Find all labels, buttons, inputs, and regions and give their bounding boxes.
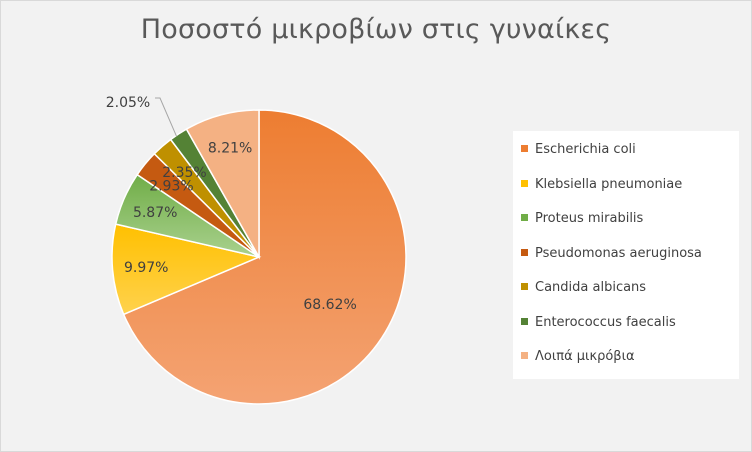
legend-item-3: Pseudomonas aeruginosa	[521, 245, 702, 263]
legend-item-4: Candida albicans	[521, 279, 646, 297]
leader-line-5	[155, 97, 177, 137]
data-label-1: 9.97%	[124, 260, 168, 276]
chart-legend: Escherichia coli Klebsiella pneumoniae Pro…	[513, 131, 739, 379]
legend-label-5: Enterococcus faecalis	[535, 314, 676, 330]
data-label-3: 2.93%	[149, 178, 193, 194]
legend-label-2: Proteus mirabilis	[535, 211, 644, 226]
data-label-0: 68.62%	[303, 297, 356, 313]
chart-title: Ποσοστό μικροβίων στις γυναίκες	[140, 14, 612, 45]
legend-item-2: Proteus mirabilis	[521, 210, 643, 228]
legend-swatch-6	[521, 352, 528, 359]
legend-item-1: Klebsiella pneumoniae	[521, 176, 682, 194]
legend-swatch-5	[521, 317, 528, 325]
pie-slice-0	[122, 109, 407, 405]
legend-item-6: Λοιπά μικρόβια	[521, 348, 635, 366]
pie-slice-1	[111, 223, 262, 316]
legend-label-1: Klebsiella pneumoniae	[535, 176, 683, 192]
data-label-5: 2.05%	[106, 95, 150, 111]
legend-item-0: Escherichia coli	[521, 141, 636, 159]
legend-label-0: Escherichia coli	[535, 142, 636, 157]
legend-label-4: Candida albicans	[535, 280, 647, 295]
data-label-2: 5.87%	[133, 205, 177, 221]
legend-item-5: Enterococcus faecalis	[521, 314, 676, 332]
legend-swatch-3	[521, 248, 528, 256]
legend-label-3: Pseudomonas aeruginosa	[535, 245, 702, 261]
data-label-6: 8.21%	[208, 141, 252, 157]
legend-label-6: Λοιπά μικρόβια	[535, 349, 635, 364]
legend-swatch-0	[521, 145, 528, 152]
legend-swatch-2	[521, 214, 528, 221]
pie-slice-6	[185, 109, 260, 260]
data-label-4: 2.35%	[162, 165, 206, 181]
legend-swatch-1	[521, 179, 528, 187]
legend-swatch-4	[521, 283, 528, 290]
